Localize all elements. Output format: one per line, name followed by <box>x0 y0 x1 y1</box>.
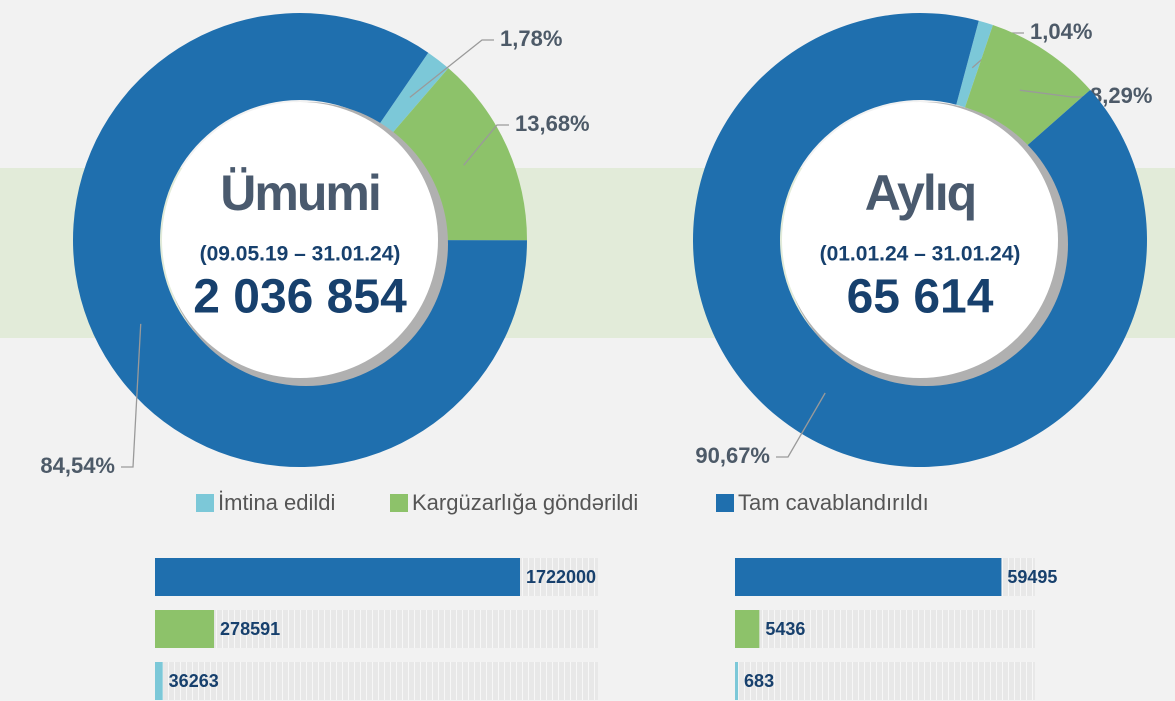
leader-line <box>1019 89 1084 98</box>
leader-line <box>463 124 509 166</box>
legend-swatch <box>716 494 734 512</box>
bar <box>735 558 1002 596</box>
legend-label: İmtina edildi <box>218 490 335 515</box>
bar <box>735 662 739 700</box>
donut-subtitle: (09.05.19 – 31.01.24) <box>200 243 401 266</box>
bar <box>735 610 760 648</box>
donut-title: Ümumi <box>220 165 379 221</box>
donut-total: 65 614 <box>847 271 994 324</box>
inner-circle <box>782 102 1058 378</box>
value-label: 1,04% <box>1030 19 1092 44</box>
bar-track <box>155 662 598 700</box>
value-label: 13,68% <box>515 111 590 136</box>
bar-value: 278591 <box>220 619 280 639</box>
bar-value: 59495 <box>1007 567 1057 587</box>
donut-segment <box>391 68 527 241</box>
donut-segment <box>72 12 527 467</box>
donut-segment <box>693 13 1147 467</box>
bar-track <box>735 662 1035 700</box>
legend-label: Tam cavablandırıldı <box>738 490 929 515</box>
legend-label: Kargüzarlığa göndərildi <box>412 490 638 515</box>
bar <box>155 558 520 596</box>
legend-swatch <box>390 494 408 512</box>
bar-track <box>735 610 1035 648</box>
inner-circle <box>162 102 438 378</box>
bar-value: 1722000 <box>526 567 596 587</box>
value-label: 1,78% <box>500 26 562 51</box>
bar-value: 683 <box>744 671 774 691</box>
leader-line <box>409 39 494 98</box>
donut-segment <box>379 52 449 135</box>
leader-line <box>776 392 826 458</box>
bar-track <box>155 610 598 648</box>
leader-line <box>121 323 142 468</box>
bar-value: 36263 <box>169 671 219 691</box>
donut-title: Aylıq <box>865 165 975 221</box>
value-label: 84,54% <box>40 453 115 478</box>
legend-swatch <box>196 494 214 512</box>
value-label: 90,67% <box>695 443 770 468</box>
bar-value: 5436 <box>765 619 805 639</box>
bar <box>155 610 215 648</box>
bar <box>155 662 163 700</box>
donut-total: 2 036 854 <box>193 271 407 324</box>
donut-segment <box>964 25 1091 148</box>
donut-segment <box>956 20 993 108</box>
donut-subtitle: (01.01.24 – 31.01.24) <box>820 243 1021 266</box>
